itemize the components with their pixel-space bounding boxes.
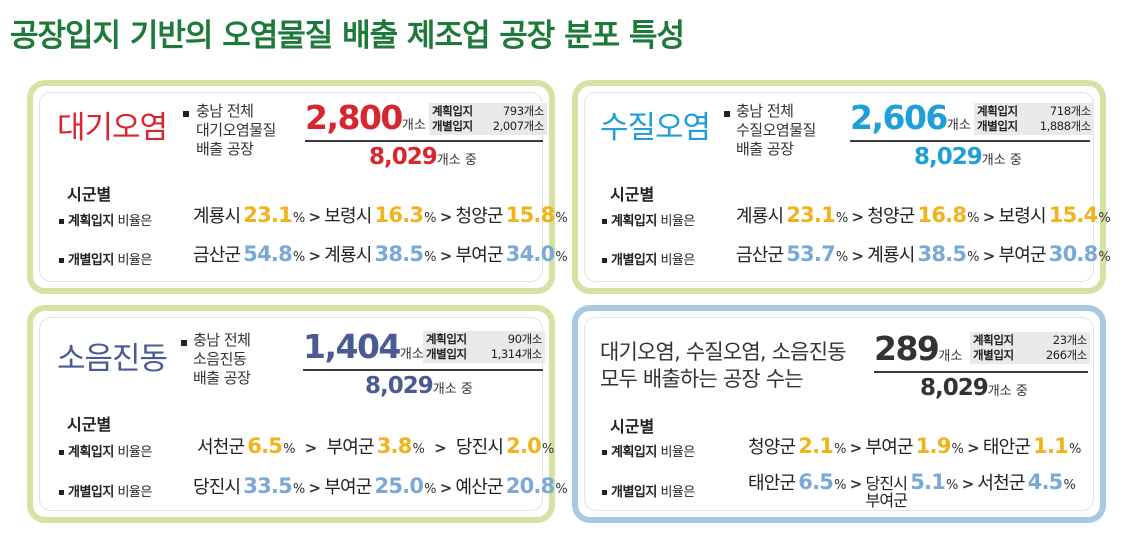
chevron-right-icon: > [308,208,321,226]
noise-planned-entry: 서천군 6.5% [197,434,295,458]
water-individual-label: 개별입지 비율은 [602,249,695,268]
chevron-right-icon: > [961,475,975,493]
water-individual-entry: 금산군 53.7% [736,242,848,266]
all-individual-label: 개별입지 비율은 [602,481,695,500]
air-planned-entry: 청양군 15.8% [455,203,568,227]
water-planned-entry: 보령시 15.4% [998,203,1111,227]
chevron-right-icon: > [308,479,321,497]
chevron-right-icon: > [982,208,996,226]
water-planned-label: 계획입지 비율은 [602,210,695,229]
noise-individual-entry: 부여군 25.0% [324,474,436,498]
air-individual-entries: 금산군 54.8% > 계룡시 38.5% > 부여군 34.0% [193,241,568,267]
chevron-right-icon: > [439,479,453,497]
noise-total: 8,029개소 중 [365,373,473,399]
water-total: 8,029개소 중 [914,144,1022,170]
noise-individual-entries: 당진시 33.5% > 부여군 25.0% > 예산군 20.8% [193,473,568,499]
all-individual-entry: 서천군 4.5% [977,470,1076,494]
panel-air-pollution: 대기오염 충남 전체 대기오염물질 배출 공장 2,800개소 계획입지 793개… [27,80,568,294]
chevron-right-icon: > [308,247,321,265]
water-title: 수질오염 [600,110,711,146]
water-individual-entry: 계룡시 38.5% [867,242,979,266]
water-planned-entries: 계룡시 23.1% > 청양군 16.8% > 보령시 15.4% [736,202,1111,228]
all-count: 289개소 [874,329,963,368]
noise-individual-label: 개별입지 비율은 [59,481,152,500]
air-planned-entry: 보령시 16.3% [324,203,436,227]
all-breakdown: 계획입지 23개소 개별입지 266개소 [970,332,1090,364]
water-individual-entry: 부여군 30.8% [998,242,1111,266]
chevron-right-icon: > [434,439,447,457]
noise-individual-entry: 당진시 33.5% [193,474,305,498]
chevron-right-icon: > [849,475,863,493]
all-planned-entries: 청양군 2.1% > 부여군 1.9% > 태안군 1.1% [748,433,1081,459]
air-individual-entry: 계룡시 38.5% [324,242,436,266]
chevron-right-icon: > [849,439,863,457]
air-breakdown: 계획입지 793개소 개별입지 2,007개소 [429,103,547,135]
water-count: 2,606개소 [850,98,971,137]
all-individual-entries: 태안군 6.5% > 당진시 부여군 5.1% > 서천군 4.5% [748,469,1076,510]
noise-planned-label: 계획입지 비율은 [59,441,152,460]
noise-planned-entry: 당진시 2.0% [455,434,554,458]
chevron-right-icon: > [439,208,453,226]
water-region-heading: 시군별 [610,185,655,204]
panel-noise-vibration: 소음진동 충남 전체 소음진동 배출 공장 1,404개소 계획입지 90개소 개… [27,305,568,523]
water-breakdown: 계획입지 718개소 개별입지 1,888개소 [974,103,1094,135]
air-count: 2,800개소 [305,98,426,137]
chevron-right-icon: > [439,247,453,265]
panel-water-pollution: 수질오염 충남 전체 수질오염물질 배출 공장 2,606개소 계획입지 718개… [572,80,1111,294]
air-planned-entries: 계룡시 23.1% > 보령시 16.3% > 청양군 15.8% [193,202,568,228]
noise-region-heading: 시군별 [67,415,112,434]
noise-title: 소음진동 [57,341,168,377]
all-planned-entry: 태안군 1.1% [982,434,1081,458]
noise-breakdown: 계획입지 90개소 개별입지 1,314개소 [423,331,545,363]
noise-count: 1,404개소 [303,327,424,366]
chevron-right-icon: > [851,208,864,226]
all-planned-label: 계획입지 비율은 [602,441,695,460]
chevron-right-icon: > [304,439,318,457]
chevron-right-icon: > [982,247,996,265]
air-individual-entry: 부여군 34.0% [455,242,568,266]
air-total: 8,029개소 중 [369,144,477,170]
air-individual-label: 개별입지 비율은 [59,249,152,268]
all-individual-entry: 당진시 부여군 5.1% [865,470,958,510]
water-desc: 충남 전체 수질오염물질 배출 공장 [736,102,816,158]
noise-planned-entry: 부여군 3.8% [326,434,425,458]
water-planned-entry: 계룡시 23.1% [736,203,848,227]
panel-all-three: 대기오염, 수질오염, 소음진동 모두 배출하는 공장 수는 289개소 계획입… [572,305,1106,523]
all-planned-entry: 부여군 1.9% [865,434,964,458]
air-planned-label: 계획입지 비율은 [59,210,152,229]
air-planned-entry: 계룡시 23.1% [193,203,305,227]
chevron-right-icon: > [967,439,980,457]
noise-desc: 충남 전체 소음진동 배출 공장 [193,331,251,387]
all-planned-entry: 청양군 2.1% [748,434,846,458]
all-desc: 대기오염, 수질오염, 소음진동 모두 배출하는 공장 수는 [600,340,847,391]
air-title: 대기오염 [57,110,168,146]
air-desc: 충남 전체 대기오염물질 배출 공장 [196,102,276,158]
all-region-heading: 시군별 [610,417,655,436]
all-total: 8,029개소 중 [920,375,1028,401]
water-planned-entry: 청양군 16.8% [867,203,979,227]
air-region-heading: 시군별 [67,185,112,204]
chevron-right-icon: > [851,247,864,265]
all-individual-entry: 태안군 6.5% [748,470,846,494]
air-individual-entry: 금산군 54.8% [193,242,305,266]
page-title: 공장입지 기반의 오염물질 배출 제조업 공장 분포 특성 [10,18,685,54]
water-individual-entries: 금산군 53.7% > 계룡시 38.5% > 부여군 30.8% [736,241,1111,267]
noise-individual-entry: 예산군 20.8% [455,474,568,498]
noise-planned-entries: 서천군 6.5% > 부여군 3.8% > 당진시 2.0% [197,433,554,459]
